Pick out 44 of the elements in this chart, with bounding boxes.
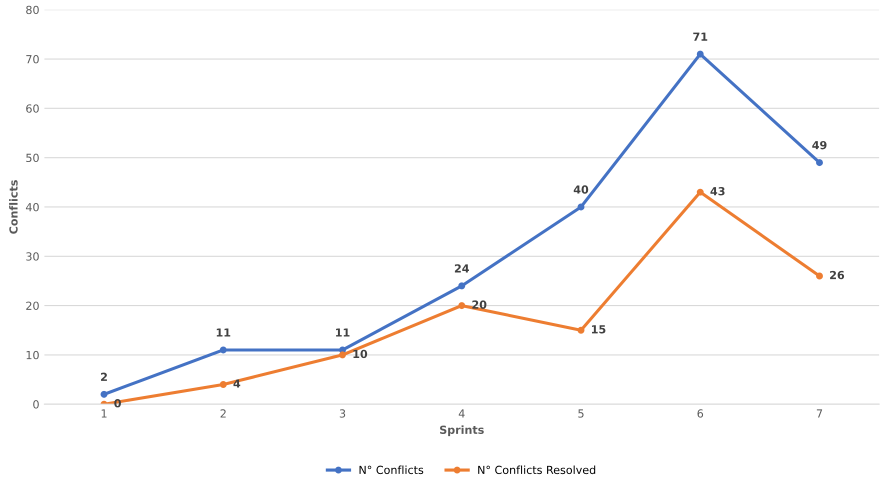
point (339, 351, 346, 358)
point (578, 204, 584, 210)
data-label: 20 (472, 300, 486, 309)
point (458, 282, 466, 290)
data-label: 43 (710, 187, 725, 196)
y-tick-label: 50 (26, 154, 39, 162)
point (458, 302, 466, 310)
point (220, 346, 227, 354)
x-tick-label: 4 (458, 409, 465, 418)
y-tick-label: 40 (26, 202, 39, 212)
data-label: 24 (454, 264, 469, 272)
point (100, 390, 108, 398)
data-label: 49 (812, 140, 827, 150)
y-axis-title: Conflicts (9, 180, 18, 234)
x-tick-label: 3 (340, 409, 346, 418)
x-tick-label: 5 (578, 409, 584, 418)
point (696, 188, 704, 196)
data-label: 71 (693, 32, 708, 41)
x-axis-title: Sprints (440, 425, 484, 436)
point (816, 159, 823, 166)
legend-label: N° Conflicts Resolved (478, 465, 596, 474)
legend-label: N° Conflicts (360, 465, 424, 474)
point (816, 272, 823, 280)
point (696, 50, 704, 58)
data-label: 11 (336, 328, 350, 337)
y-tick-label: 30 (26, 252, 39, 261)
x-tick-label: 2 (220, 409, 226, 418)
x-tick-label: 6 (697, 409, 704, 418)
data-label: 2 (101, 372, 107, 381)
y-tick-label: 60 (26, 104, 39, 113)
y-tick-label: 70 (26, 55, 39, 64)
point (220, 381, 227, 388)
x-tick-label: 7 (816, 409, 822, 418)
data-label: 11 (216, 328, 230, 337)
data-label: 10 (353, 350, 368, 358)
data-label: 26 (830, 270, 844, 280)
data-label: 15 (592, 325, 606, 334)
y-tick-label: 20 (26, 302, 39, 310)
data-label: 40 (574, 185, 588, 194)
y-tick-label: 10 (26, 350, 39, 360)
y-tick-label: 0 (33, 400, 39, 409)
y-tick-label: 80 (26, 6, 39, 14)
point (578, 326, 584, 334)
x-tick-label: 1 (102, 409, 107, 418)
